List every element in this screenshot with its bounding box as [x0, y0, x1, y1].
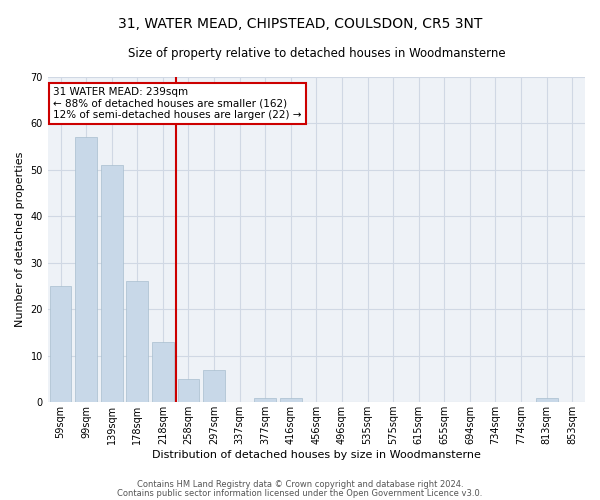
Bar [178, 379, 199, 402]
Bar [101, 165, 122, 402]
Text: 31 WATER MEAD: 239sqm
← 88% of detached houses are smaller (162)
12% of semi-det: 31 WATER MEAD: 239sqm ← 88% of detached … [53, 86, 302, 120]
Bar [536, 398, 557, 402]
Bar [50, 286, 71, 402]
Text: 31, WATER MEAD, CHIPSTEAD, COULSDON, CR5 3NT: 31, WATER MEAD, CHIPSTEAD, COULSDON, CR5… [118, 18, 482, 32]
Bar [152, 342, 174, 402]
Text: Contains public sector information licensed under the Open Government Licence v3: Contains public sector information licen… [118, 489, 482, 498]
Bar [203, 370, 225, 402]
Bar [280, 398, 302, 402]
Text: Contains HM Land Registry data © Crown copyright and database right 2024.: Contains HM Land Registry data © Crown c… [137, 480, 463, 489]
X-axis label: Distribution of detached houses by size in Woodmansterne: Distribution of detached houses by size … [152, 450, 481, 460]
Bar [75, 138, 97, 402]
Y-axis label: Number of detached properties: Number of detached properties [15, 152, 25, 327]
Bar [127, 282, 148, 402]
Bar [254, 398, 276, 402]
Title: Size of property relative to detached houses in Woodmansterne: Size of property relative to detached ho… [128, 48, 505, 60]
